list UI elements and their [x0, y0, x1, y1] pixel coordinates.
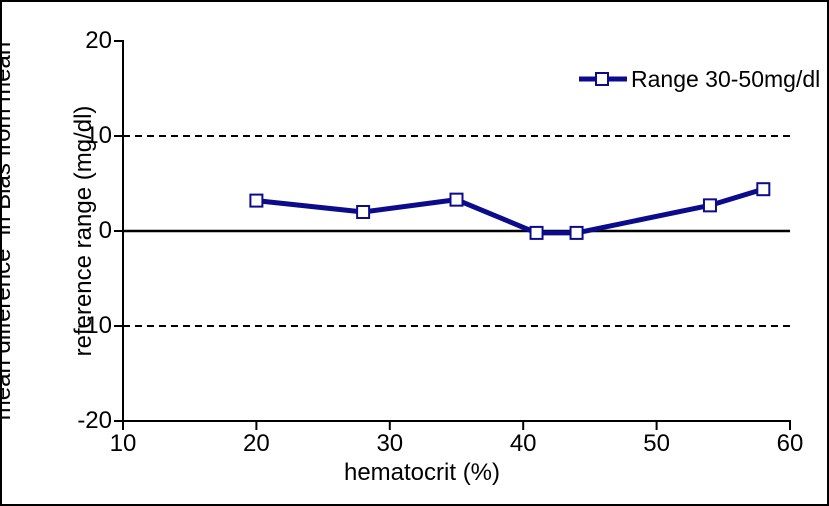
y-axis-title: mean difference in Bias from mean refere… — [0, 2, 151, 504]
x-tick-label: 20 — [243, 430, 270, 457]
y-axis-title-line-1: mean difference in Bias from mean — [0, 41, 16, 421]
x-tick-label: 30 — [376, 430, 404, 457]
series-marker — [449, 192, 464, 207]
y-tick-label: 20 — [85, 27, 112, 54]
x-tick-label: 50 — [643, 430, 670, 457]
y-axis-title-line-2: reference range (mg/dl) — [70, 105, 97, 357]
x-axis-title: hematocrit (%) — [343, 459, 501, 486]
x-tick-label: 60 — [776, 430, 804, 457]
x-tick-label: 10 — [109, 430, 137, 457]
series-marker — [569, 225, 584, 240]
legend: Range 30-50mg/dl — [578, 65, 820, 93]
legend-line-marker-icon — [579, 72, 627, 86]
series-marker — [529, 225, 544, 240]
x-tick-label: 40 — [509, 430, 537, 457]
series-marker — [702, 198, 717, 213]
y-tick-label: 0 — [98, 217, 112, 244]
series-marker — [756, 182, 771, 197]
legend-entry-label: Range 30-50mg/dl — [631, 66, 821, 92]
y-tick-label: -20 — [77, 407, 112, 434]
series-marker — [356, 205, 371, 219]
series-marker — [249, 193, 264, 208]
y-tick-label: 10 — [85, 122, 112, 149]
y-tick-label: -10 — [77, 312, 112, 339]
series-line — [253, 186, 766, 236]
